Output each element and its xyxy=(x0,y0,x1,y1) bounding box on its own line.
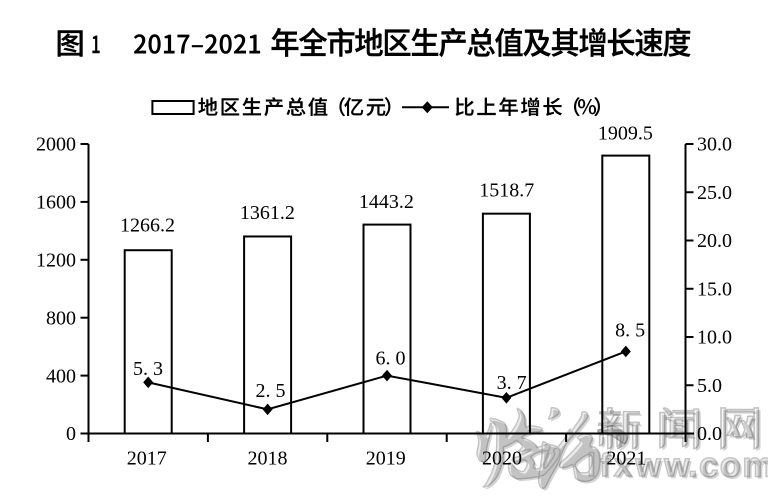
svg-text:2019: 2019 xyxy=(366,448,406,470)
svg-text:1909.5: 1909.5 xyxy=(598,123,653,145)
svg-text:8. 5: 8. 5 xyxy=(615,320,645,342)
svg-text:6. 0: 6. 0 xyxy=(376,348,406,370)
svg-text:20.0: 20.0 xyxy=(697,230,732,252)
svg-text:0.0: 0.0 xyxy=(697,423,722,445)
svg-text:2. 5: 2. 5 xyxy=(256,380,286,402)
svg-text:1200: 1200 xyxy=(36,250,76,272)
svg-text:10.0: 10.0 xyxy=(697,327,732,349)
svg-text:1361.2: 1361.2 xyxy=(240,202,295,224)
svg-text:30.0: 30.0 xyxy=(697,134,732,156)
svg-text:1518.7: 1518.7 xyxy=(479,179,534,201)
svg-text:800: 800 xyxy=(46,307,76,329)
svg-text:400: 400 xyxy=(46,365,76,387)
svg-text:15.0: 15.0 xyxy=(697,278,732,300)
svg-text:5. 3: 5. 3 xyxy=(133,358,163,380)
svg-text:1266.2: 1266.2 xyxy=(120,215,175,237)
svg-text:25.0: 25.0 xyxy=(697,182,732,204)
svg-text:2018: 2018 xyxy=(248,448,288,470)
svg-text:5.0: 5.0 xyxy=(697,375,722,397)
svg-text:2017: 2017 xyxy=(127,448,167,470)
svg-text:2000: 2000 xyxy=(36,134,76,156)
svg-text:0: 0 xyxy=(66,423,76,445)
svg-text:1443.2: 1443.2 xyxy=(359,191,414,213)
svg-text:3. 7: 3. 7 xyxy=(497,372,527,394)
svg-text:1600: 1600 xyxy=(36,192,76,214)
